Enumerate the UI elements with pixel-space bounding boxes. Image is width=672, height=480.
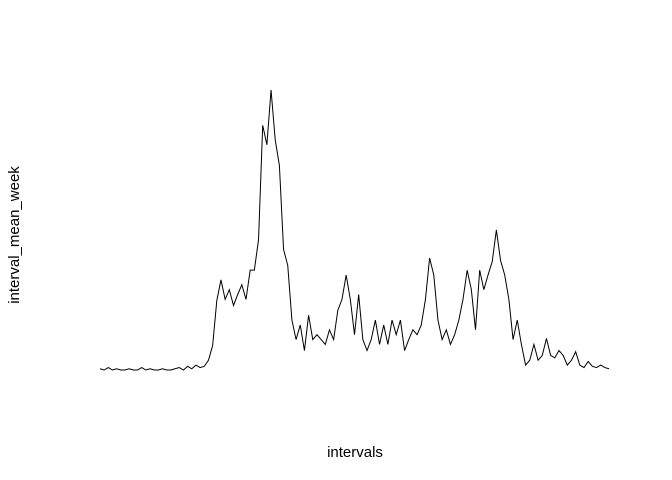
y-axis-label: interval_mean_week <box>6 166 23 304</box>
data-line <box>99 89 610 371</box>
x-axis-label: intervals <box>327 444 383 461</box>
